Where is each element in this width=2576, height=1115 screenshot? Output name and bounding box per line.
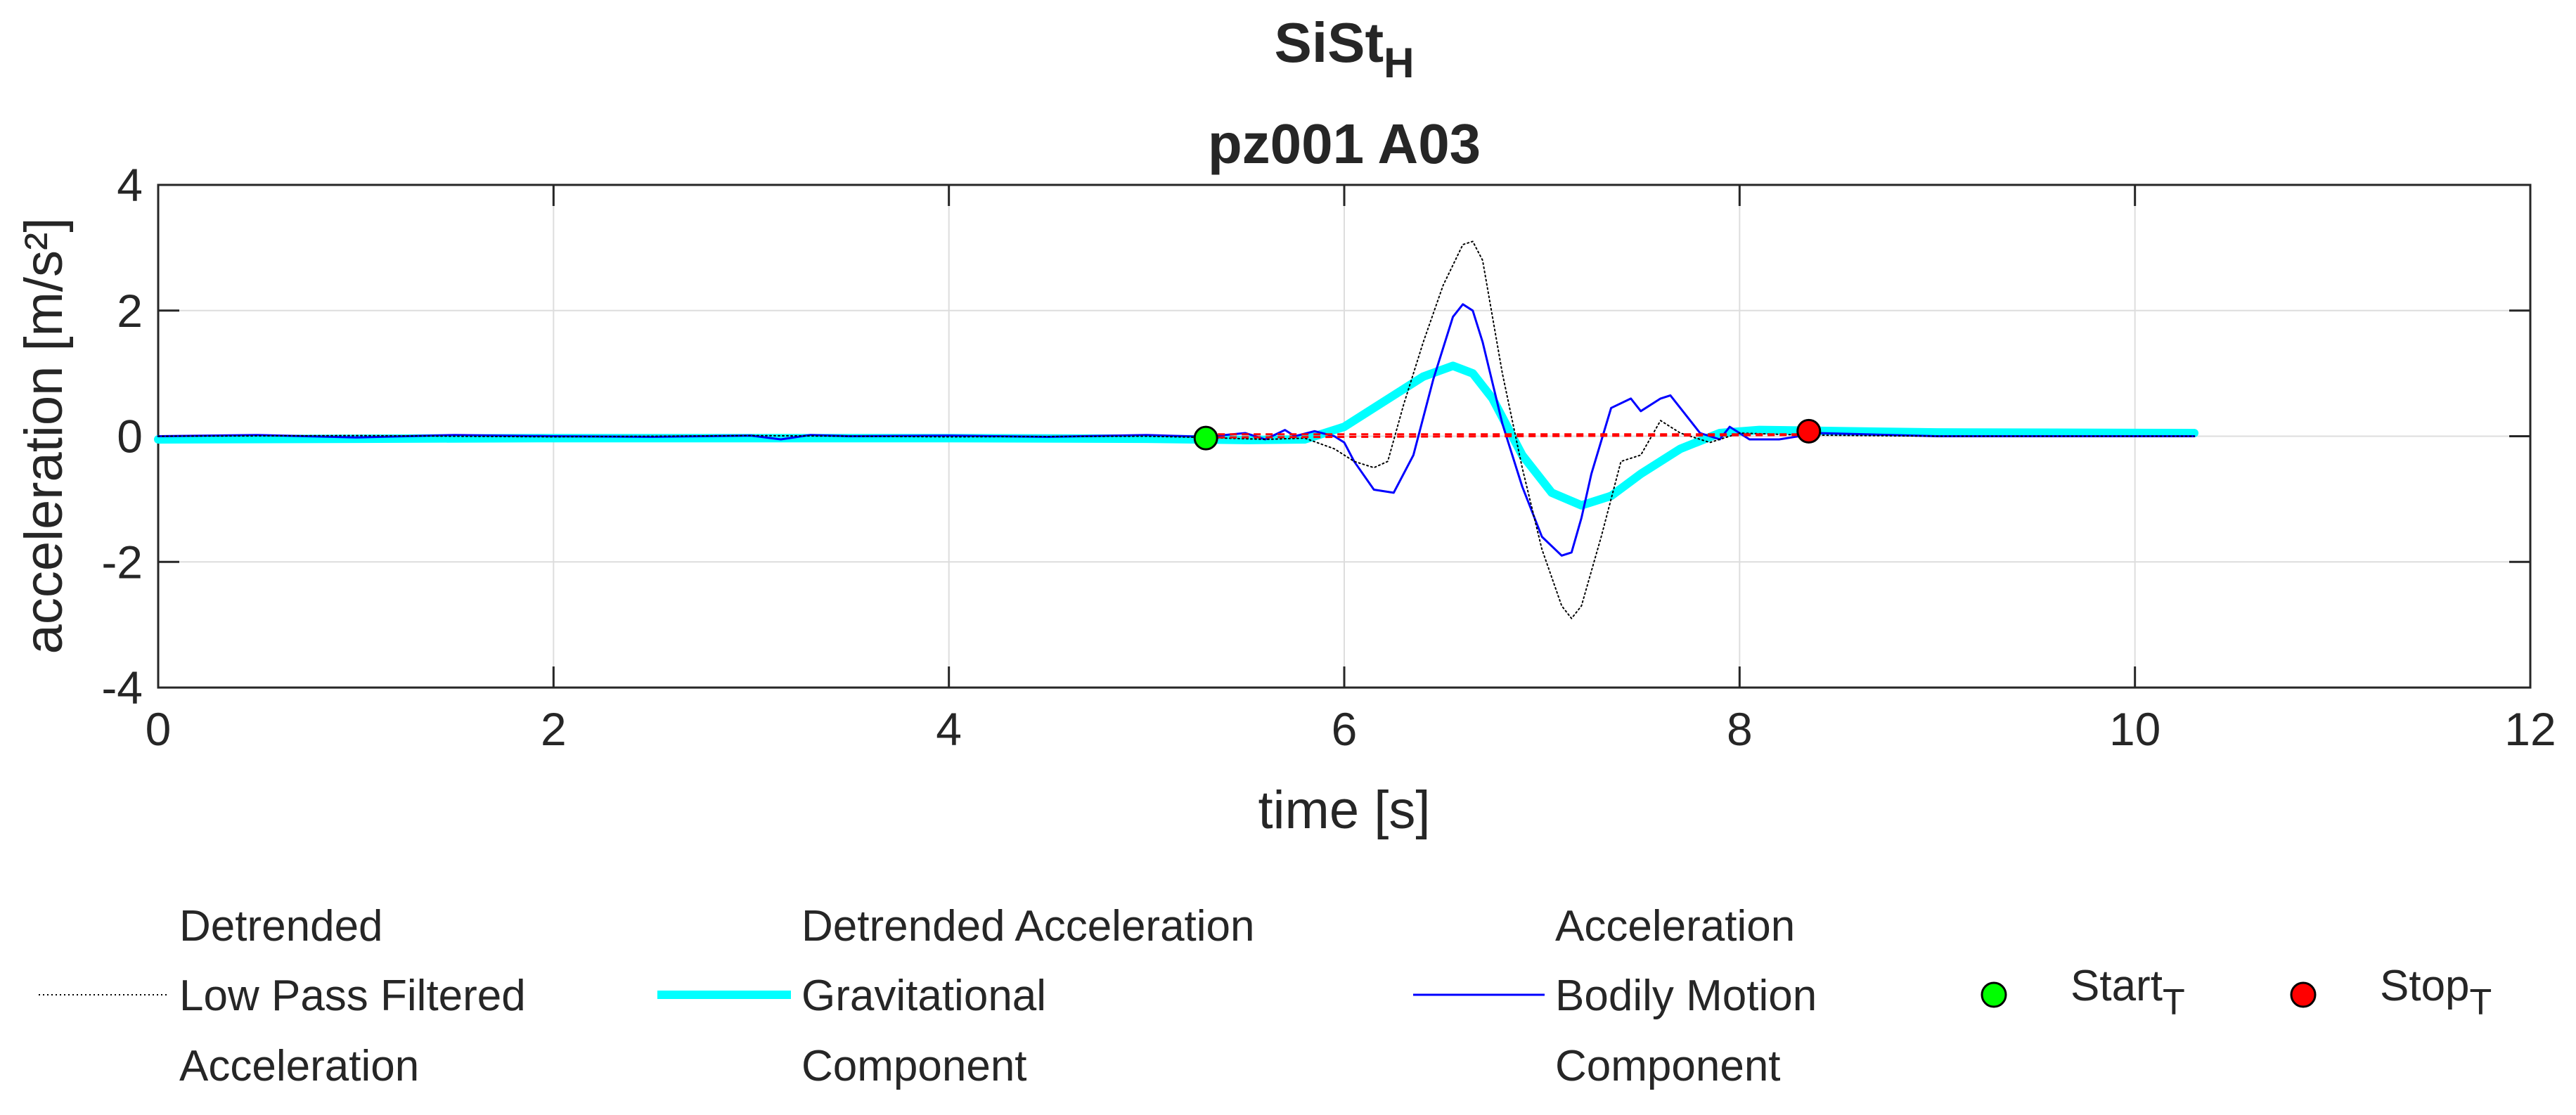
- x-tick-label: 8: [1727, 703, 1753, 755]
- y-tick-label: -2: [101, 536, 143, 588]
- series-line-low-pass: [157, 240, 2195, 619]
- svg-text:SiStH: SiStH: [1275, 11, 1415, 86]
- legend-label-gravitational-line2: Gravitational: [801, 972, 1046, 1020]
- y-tick-label: 2: [117, 285, 143, 337]
- x-tick-label: 2: [541, 703, 567, 755]
- series-line-bodily-motion: [157, 303, 2196, 557]
- y-tick-label: 0: [117, 411, 143, 463]
- legend-label-low-pass-line3: Acceleration: [179, 1042, 419, 1090]
- y-axis-label: acceleration [m/s²]: [14, 218, 74, 655]
- legend-label-bodily-motion-line2: Bodily Motion: [1555, 972, 1817, 1020]
- x-tick-label: 12: [2504, 703, 2556, 755]
- legend-label-stop: StopT: [2380, 962, 2492, 1023]
- marker-stop: [1796, 418, 1822, 444]
- chart-title: SiStH pz001 A03: [1208, 11, 1481, 175]
- axis-ticks: 0 2 4 6 8 10 12 -4 -2 0 2 4: [101, 159, 2556, 755]
- legend-label-stop-subscript: T: [2470, 982, 2492, 1023]
- legend-label-stop-text: Stop: [2380, 962, 2470, 1010]
- legend-label-gravitational-line1: Detrended Acceleration: [801, 902, 1255, 950]
- legend-label-bodily-motion-line3: Component: [1555, 1042, 1781, 1090]
- x-tick-label: 0: [146, 703, 172, 755]
- x-tick-label: 4: [936, 703, 962, 755]
- chart-subtitle: pz001 A03: [1208, 112, 1481, 175]
- legend-label-start-text: Start: [2071, 962, 2163, 1010]
- legend-marker-start: [1981, 981, 2007, 1008]
- x-tick-label: 10: [2109, 703, 2160, 755]
- legend-label-bodily-motion-line1: Acceleration: [1555, 902, 1795, 950]
- title-subscript: H: [1384, 39, 1414, 86]
- legend-label-gravitational-line3: Component: [801, 1042, 1027, 1090]
- y-tick-label: -4: [101, 662, 143, 714]
- legend-label-start-subscript: T: [2163, 982, 2185, 1023]
- x-axis-label: time [s]: [1258, 780, 1431, 840]
- title-main: SiSt: [1275, 11, 1384, 74]
- legend: Detrended Low Pass Filtered Acceleration…: [39, 902, 2492, 1090]
- legend-marker-stop: [2290, 981, 2317, 1008]
- marker-start: [1193, 425, 1218, 451]
- legend-label-start: StartT: [2071, 962, 2185, 1023]
- x-tick-label: 6: [1332, 703, 1358, 755]
- legend-label-low-pass-line1: Detrended: [179, 902, 383, 950]
- marker-group: [1193, 418, 1822, 451]
- y-tick-label: 4: [117, 159, 143, 211]
- legend-label-low-pass-line2: Low Pass Filtered: [179, 972, 526, 1020]
